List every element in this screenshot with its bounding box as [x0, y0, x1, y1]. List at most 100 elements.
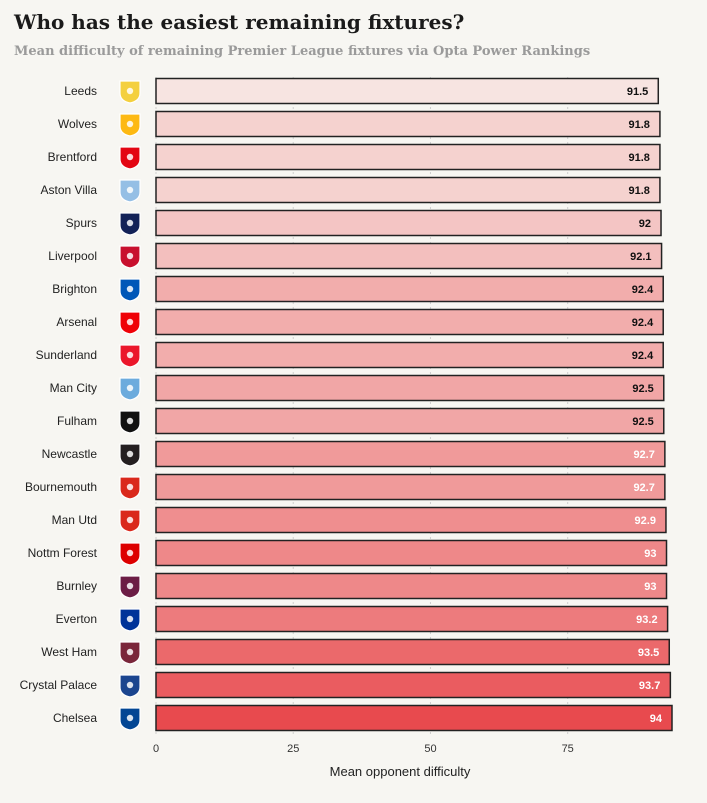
team-row-liverpool: Liverpool 92.1 [48, 242, 663, 270]
value-label: 92 [639, 218, 651, 230]
team-row-spurs: Spurs 92 [66, 209, 662, 237]
value-label: 92.5 [632, 383, 653, 395]
club-badge-icon [119, 410, 141, 434]
value-label: 92.5 [632, 416, 653, 428]
team-row-nottm-forest: Nottm Forest 93 [28, 539, 668, 567]
team-row-crystal-palace: Crystal Palace 93.7 [20, 671, 672, 699]
team-row-arsenal: Arsenal 92.4 [56, 308, 664, 336]
team-row-brentford: Brentford 91.8 [48, 143, 661, 171]
club-badge-icon [119, 80, 141, 104]
value-label: 91.5 [627, 86, 648, 98]
club-badge-icon [119, 641, 141, 665]
team-label: Leeds [64, 84, 97, 98]
bar-aston-villa [155, 176, 661, 204]
grid-lines [155, 77, 569, 734]
value-label: 91.8 [629, 185, 650, 197]
club-badge-icon [119, 113, 141, 137]
team-row-everton: Everton 93.2 [56, 605, 669, 633]
club-badge-icon [119, 575, 141, 599]
bar-west-ham [155, 638, 671, 666]
team-label: Brentford [48, 150, 97, 164]
bar-wolves [155, 110, 661, 138]
bar-man-city [155, 374, 665, 402]
x-tick-label: 25 [287, 743, 299, 755]
bar-nottm-forest [155, 539, 668, 567]
bar-arsenal [155, 308, 664, 336]
team-label: Spurs [66, 216, 97, 230]
team-row-aston-villa: Aston Villa 91.8 [41, 176, 661, 204]
value-label: 93.2 [636, 614, 657, 626]
club-badge-icon [119, 509, 141, 533]
bar-chelsea [155, 704, 673, 732]
value-label: 91.8 [629, 152, 650, 164]
value-label: 93 [644, 581, 656, 593]
value-label: 93 [644, 548, 656, 560]
team-row-fulham: Fulham 92.5 [57, 407, 665, 435]
club-badge-icon [119, 311, 141, 335]
value-label: 92.7 [633, 449, 654, 461]
team-label: Liverpool [48, 249, 97, 263]
team-label: Burnley [56, 579, 97, 593]
bar-everton [155, 605, 669, 633]
club-badge-icon [119, 245, 141, 269]
team-row-leeds: Leeds 91.5 [64, 77, 660, 105]
team-row-west-ham: West Ham 93.5 [41, 638, 671, 666]
value-label: 93.7 [639, 680, 660, 692]
team-label: Nottm Forest [28, 546, 98, 560]
club-badge-icon [119, 146, 141, 170]
chart-title: Who has the easiest remaining fixtures? [14, 10, 465, 34]
club-badge-icon [119, 212, 141, 236]
bar-liverpool [155, 242, 663, 270]
bar-leeds [155, 77, 660, 105]
value-label: 92.7 [633, 482, 654, 494]
team-label: Newcastle [42, 447, 98, 461]
x-tick-label: 0 [153, 743, 159, 755]
bar-bournemouth [155, 473, 666, 501]
team-label: Everton [56, 612, 97, 626]
bar-brentford [155, 143, 661, 171]
club-badge-icon [119, 344, 141, 368]
bar-burnley [155, 572, 668, 600]
team-label: Man Utd [52, 513, 97, 527]
value-label: 92.4 [632, 350, 654, 362]
club-badge-icon [119, 476, 141, 500]
value-label: 94 [650, 713, 663, 725]
team-row-brighton: Brighton 92.4 [52, 275, 664, 303]
bar-crystal-palace [155, 671, 672, 699]
bar-newcastle [155, 440, 666, 468]
value-label: 92.4 [632, 284, 654, 296]
team-row-chelsea: Chelsea 94 [53, 704, 673, 732]
value-label: 93.5 [638, 647, 659, 659]
value-label: 92.4 [632, 317, 654, 329]
club-badge-icon [119, 377, 141, 401]
bar-man-utd [155, 506, 667, 534]
x-tick-label: 75 [562, 743, 574, 755]
team-label: Brighton [52, 282, 97, 296]
bar-brighton [155, 275, 664, 303]
team-row-man-utd: Man Utd 92.9 [52, 506, 667, 534]
club-badge-icon [119, 542, 141, 566]
team-row-wolves: Wolves 91.8 [58, 110, 661, 138]
value-label: 92.1 [630, 251, 651, 263]
team-label: West Ham [41, 645, 97, 659]
team-label: Bournemouth [25, 480, 97, 494]
club-badge-icon [119, 443, 141, 467]
chart-subtitle: Mean difficulty of remaining Premier Lea… [14, 44, 591, 59]
team-label: Wolves [58, 117, 97, 131]
x-tick-label: 50 [424, 743, 436, 755]
bar-fulham [155, 407, 665, 435]
x-axis-title: Mean opponent difficulty [330, 764, 471, 779]
team-label: Fulham [57, 414, 97, 428]
club-badge-icon [119, 278, 141, 302]
team-row-newcastle: Newcastle 92.7 [42, 440, 666, 468]
bar-sunderland [155, 341, 664, 369]
value-label: 91.8 [629, 119, 650, 131]
club-badge-icon [119, 674, 141, 698]
team-row-man-city: Man City 92.5 [50, 374, 665, 402]
club-badge-icon [119, 707, 141, 731]
team-label: Man City [50, 381, 97, 395]
value-label: 92.9 [635, 515, 656, 527]
team-label: Crystal Palace [20, 678, 98, 692]
bar-spurs [155, 209, 662, 237]
